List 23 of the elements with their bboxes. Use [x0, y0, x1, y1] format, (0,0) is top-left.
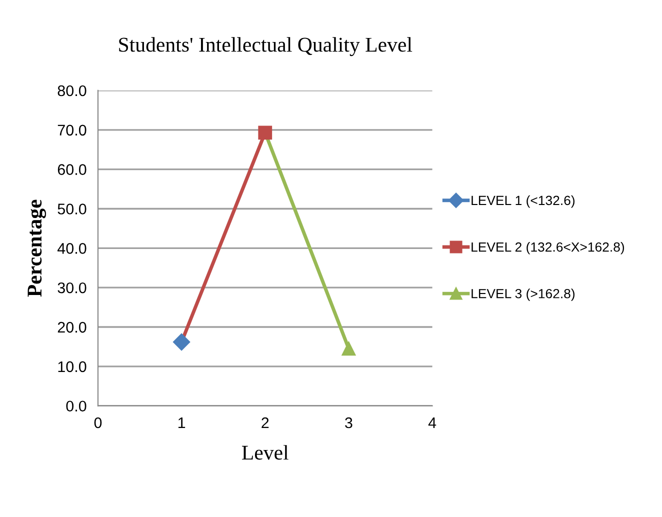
y-tick-label: 0.0 [66, 400, 86, 412]
legend-label: LEVEL 1 (<132.6) [472, 195, 574, 208]
y-tick-label: 30.0 [58, 282, 86, 294]
legend-label: LEVEL 2 (132.6<X>162.8) [472, 242, 624, 254]
x-axis-title: Level [242, 445, 288, 460]
x-tick-label: 1 [178, 418, 186, 428]
x-tick-label: 0 [94, 417, 102, 428]
point [173, 333, 190, 351]
y-tick-label: 40.0 [57, 243, 86, 254]
y-tick-label: 10.0 [58, 361, 86, 372]
y-tick-label: 60.0 [58, 164, 86, 176]
y-axis-title: Percentage [28, 200, 46, 297]
point [258, 126, 272, 140]
x-tick-label: 4 [428, 418, 436, 428]
y-tick-label: 70.0 [58, 124, 86, 136]
x-tick-label: 3 [345, 417, 352, 428]
x-tick-label: 2 [262, 417, 269, 428]
y-tick-label: 50.0 [58, 204, 86, 214]
legend-label: LEVEL 3 (>162.8) [472, 288, 574, 301]
y-tick-label: 20.0 [58, 322, 86, 333]
chart-title: Students' Intellectual Quality Level [119, 37, 412, 56]
y-tick-label: 80.0 [58, 85, 86, 96]
point [342, 342, 356, 356]
